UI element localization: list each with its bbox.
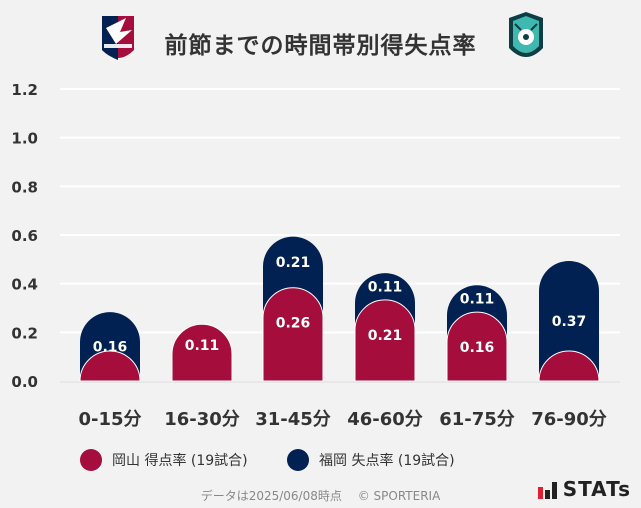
away-data-label: 0.16 xyxy=(93,340,128,356)
stats-bars-icon xyxy=(537,482,557,499)
y-tick-label: 0.4 xyxy=(11,276,38,294)
y-tick-label: 0.6 xyxy=(11,227,38,245)
avispa-fukuoka-crest-icon xyxy=(509,12,543,57)
footer: データは2025/06/08時点 © SPORTERIA xyxy=(0,487,641,504)
home-bar xyxy=(171,323,233,382)
x-tick-label: 0-15分 xyxy=(78,409,141,430)
legend-away-swatch xyxy=(287,449,309,471)
stats-logo: STATs xyxy=(537,477,631,501)
home-data-label: 0.21 xyxy=(368,328,403,344)
x-tick-label: 31-45分 xyxy=(255,409,331,430)
stats-brand: STATs xyxy=(562,477,631,501)
chart: 0.0 0.2 0.4 0.6 0.8 1.0 1.2 0.16 0-15分 0.11 16-30分… xyxy=(11,81,620,430)
home-bar xyxy=(79,350,141,382)
home-data-label: 0.11 xyxy=(185,338,220,354)
home-data-label: 0.26 xyxy=(276,316,311,332)
y-tick-label: 1.2 xyxy=(11,81,38,99)
home-bar xyxy=(354,299,416,382)
footer-copyright: © SPORTERIA xyxy=(357,489,441,503)
away-bar xyxy=(539,260,599,381)
y-tick-label: 0.8 xyxy=(11,178,38,196)
home-bar xyxy=(538,350,600,382)
page-title: 前節までの時間帯別得失点率 xyxy=(164,33,477,59)
x-tick-label: 61-75分 xyxy=(439,409,515,430)
y-tick-label: 0.2 xyxy=(11,324,38,342)
y-tick-label: 0.0 xyxy=(11,373,38,391)
footer-date: データは2025/06/08時点 xyxy=(200,489,342,503)
fagiano-okayama-crest-icon xyxy=(102,16,134,60)
legend-home-swatch xyxy=(80,449,102,471)
home-bar xyxy=(446,311,508,382)
y-tick-label: 1.0 xyxy=(11,130,38,148)
x-tick-label: 76-90分 xyxy=(531,409,607,430)
legend-away: 福岡 失点率 (19試合) xyxy=(287,449,455,471)
away-data-label: 0.11 xyxy=(368,280,403,296)
away-data-label: 0.37 xyxy=(552,314,587,330)
away-data-label: 0.11 xyxy=(460,292,495,308)
x-tick-label: 46-60分 xyxy=(347,409,423,430)
legend-home: 岡山 得点率 (19試合) xyxy=(80,449,248,471)
home-bar xyxy=(262,287,324,382)
legend-away-label: 福岡 失点率 (19試合) xyxy=(319,453,455,469)
x-tick-label: 16-30分 xyxy=(164,409,240,430)
away-data-label: 0.21 xyxy=(276,255,311,271)
legend-home-label: 岡山 得点率 (19試合) xyxy=(112,453,248,469)
home-data-label: 0.16 xyxy=(460,340,495,356)
